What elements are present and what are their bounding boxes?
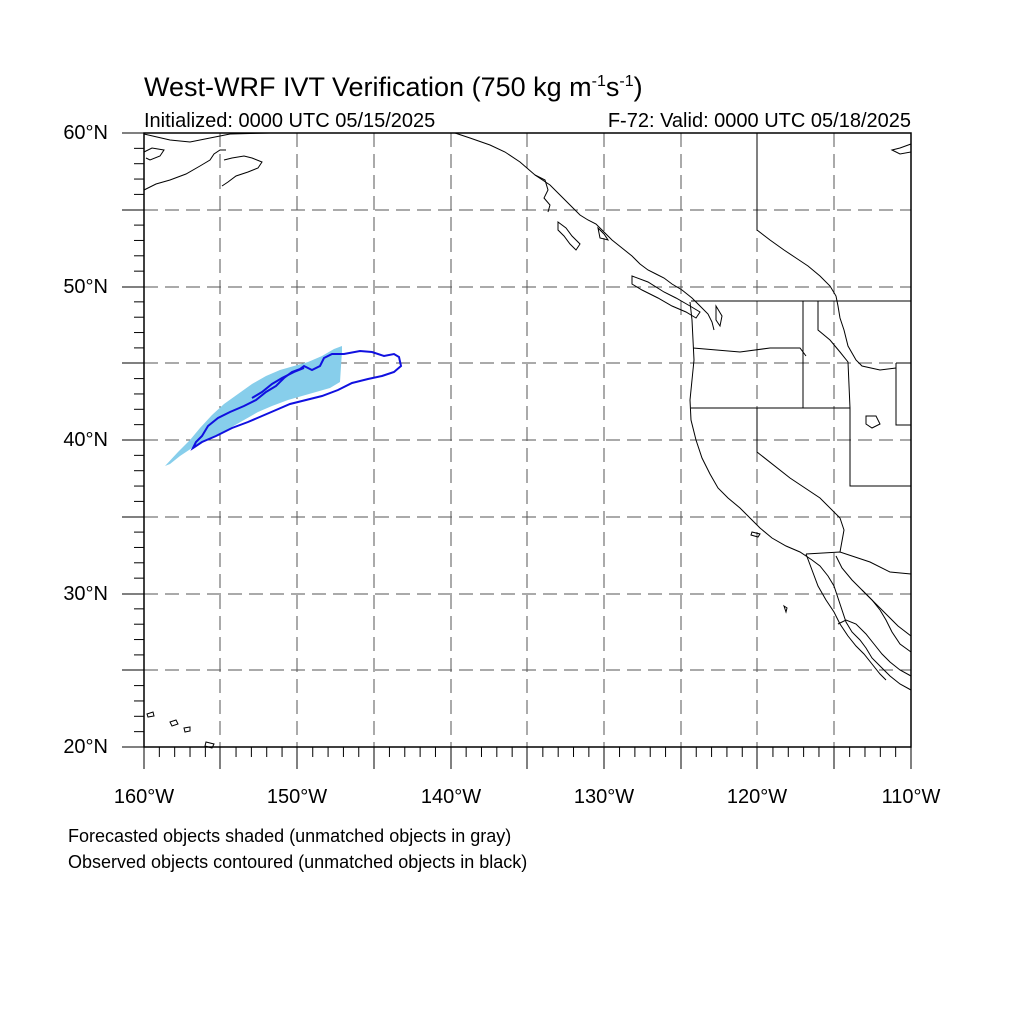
coastlines bbox=[143, 132, 912, 749]
chart-title: West-WRF IVT Verification (750 kg m-1s-1… bbox=[144, 72, 643, 102]
lat-label: 30°N bbox=[63, 583, 108, 605]
lon-label: 150°W bbox=[266, 786, 328, 808]
lat-label: 40°N bbox=[63, 429, 108, 451]
graticule bbox=[144, 133, 911, 747]
lon-label: 110°W bbox=[881, 786, 941, 808]
observed-contour-inner bbox=[251, 367, 305, 399]
minor-ticks bbox=[134, 147, 897, 757]
observed-legend-note: Observed objects contoured (unmatched ob… bbox=[68, 852, 528, 872]
lat-label: 20°N bbox=[63, 736, 108, 758]
political-borders bbox=[691, 133, 912, 575]
forecast-object bbox=[165, 346, 342, 466]
forecast-legend-note: Forecasted objects shaded (unmatched obj… bbox=[68, 826, 512, 846]
lon-label: 120°W bbox=[726, 786, 788, 808]
lat-label: 60°N bbox=[63, 122, 108, 144]
observed-contour bbox=[190, 349, 403, 451]
lon-label: 140°W bbox=[420, 786, 482, 808]
lon-label: 130°W bbox=[573, 786, 635, 808]
initialized-label: Initialized: 0000 UTC 05/15/2025 bbox=[144, 110, 436, 132]
axis-ticks bbox=[122, 132, 912, 769]
valid-time-label: F-72: Valid: 0000 UTC 05/18/2025 bbox=[607, 110, 911, 132]
lon-label: 160°W bbox=[113, 786, 175, 808]
lat-label: 50°N bbox=[63, 276, 108, 298]
